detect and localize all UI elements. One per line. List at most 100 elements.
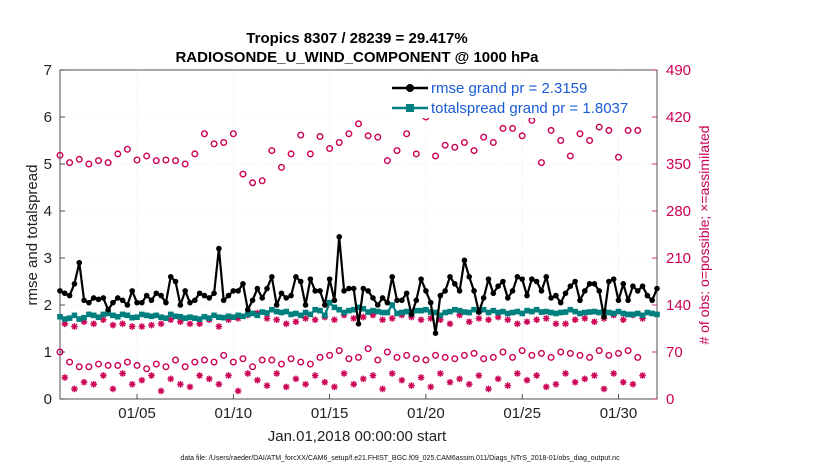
obs-possible-point	[75, 363, 83, 371]
series-point-totalspread	[591, 308, 598, 315]
obs-assimilated-point	[186, 383, 194, 391]
x-tick-label: 01/20	[407, 405, 445, 422]
series-point-rmse	[495, 283, 501, 290]
obs-possible-point	[75, 155, 83, 163]
obs-possible-point	[114, 361, 122, 369]
obs-possible-point	[306, 150, 314, 158]
series-point-totalspread	[456, 307, 463, 314]
obs-assimilated-point	[119, 370, 126, 377]
obs-possible-point	[499, 124, 507, 132]
series-point-rmse	[384, 299, 391, 306]
obs-possible-point	[181, 160, 189, 168]
obs-possible-point	[364, 345, 372, 353]
series-point-rmse	[297, 278, 304, 285]
series-point-rmse	[105, 306, 111, 313]
series-point-rmse	[490, 290, 497, 297]
series-point-rmse	[447, 274, 453, 280]
series-point-totalspread	[235, 312, 241, 319]
obs-possible-point	[566, 349, 574, 357]
series-point-totalspread	[95, 314, 102, 321]
series-point-totalspread	[211, 312, 217, 319]
series-point-rmse	[346, 285, 352, 292]
obs-assimilated-point	[205, 375, 213, 383]
series-point-rmse	[249, 297, 256, 304]
series-point-totalspread	[572, 308, 578, 315]
series-point-totalspread	[529, 308, 535, 315]
series-point-rmse	[529, 276, 535, 282]
series-point-rmse	[365, 288, 371, 294]
obs-possible-point	[220, 351, 228, 359]
obs-possible-point	[364, 132, 372, 140]
obs-possible-point	[586, 136, 594, 144]
series-point-rmse	[341, 288, 347, 294]
series-point-totalspread	[341, 309, 347, 316]
series-point-totalspread	[196, 316, 203, 322]
series-point-rmse	[442, 288, 448, 294]
obs-assimilated-point	[427, 383, 435, 391]
series-point-rmse	[240, 281, 246, 287]
legend-box	[386, 76, 646, 118]
series-point-totalspread	[177, 313, 184, 320]
obs-assimilated-point	[71, 385, 78, 393]
series-point-totalspread	[307, 311, 314, 318]
y-right-tick-label: 420	[666, 109, 691, 126]
y-right-tick-label: 350	[666, 156, 691, 173]
series-point-totalspread	[630, 311, 636, 318]
obs-possible-point	[335, 139, 343, 147]
series-point-rmse	[437, 292, 444, 299]
series-point-rmse	[591, 281, 598, 287]
series-point-totalspread	[509, 309, 516, 316]
obs-assimilated-point	[639, 372, 646, 379]
series-point-rmse	[514, 274, 521, 280]
series-point-totalspread	[427, 309, 434, 315]
y-left-tick-label: 1	[44, 344, 52, 361]
obs-assimilated-point	[119, 320, 126, 328]
obs-possible-point	[268, 147, 276, 155]
series-point-totalspread	[100, 311, 107, 318]
obs-assimilated-point	[485, 385, 492, 393]
obs-assimilated-point	[446, 378, 454, 386]
y-right-tick-label: 210	[666, 250, 691, 267]
obs-possible-point	[499, 348, 507, 356]
series-point-rmse	[143, 292, 150, 299]
obs-assimilated-point	[610, 370, 617, 377]
obs-assimilated-point	[215, 323, 223, 330]
series-point-totalspread	[302, 309, 309, 316]
y-right-tick-label: 70	[666, 344, 683, 361]
obs-possible-point	[518, 347, 526, 355]
series-point-rmse	[639, 283, 646, 290]
series-point-rmse	[485, 276, 492, 282]
obs-assimilated-point	[331, 383, 338, 391]
series-point-totalspread	[625, 311, 631, 318]
obs-possible-point	[316, 132, 324, 140]
series-point-totalspread	[321, 312, 328, 319]
obs-possible-point	[412, 355, 420, 363]
obs-possible-point	[383, 157, 391, 165]
series-point-totalspread	[524, 307, 530, 314]
series-point-rmse	[533, 278, 540, 285]
obs-assimilated-point	[128, 380, 136, 388]
obs-possible-point	[537, 349, 545, 357]
obs-assimilated-point	[408, 382, 415, 389]
obs-assimilated-point	[533, 316, 540, 324]
series-point-rmse	[423, 288, 429, 294]
series-point-rmse	[182, 288, 188, 294]
obs-assimilated-point	[138, 376, 146, 384]
series-point-totalspread	[249, 310, 256, 317]
obs-possible-point	[66, 358, 74, 366]
obs-possible-point	[172, 356, 180, 364]
series-point-rmse	[654, 285, 660, 292]
obs-assimilated-point	[523, 376, 531, 384]
series-point-totalspread	[143, 312, 150, 319]
series-point-totalspread	[384, 309, 391, 316]
obs-possible-point	[229, 130, 237, 138]
obs-possible-point	[441, 353, 449, 361]
obs-possible-point	[432, 351, 440, 359]
obs-possible-point	[422, 356, 430, 364]
series-point-totalspread	[134, 314, 140, 321]
obs-assimilated-point	[619, 316, 627, 324]
obs-possible-point	[605, 351, 613, 359]
series-point-rmse	[201, 292, 208, 299]
series-point-totalspread	[577, 310, 583, 317]
obs-possible-point	[143, 365, 151, 373]
